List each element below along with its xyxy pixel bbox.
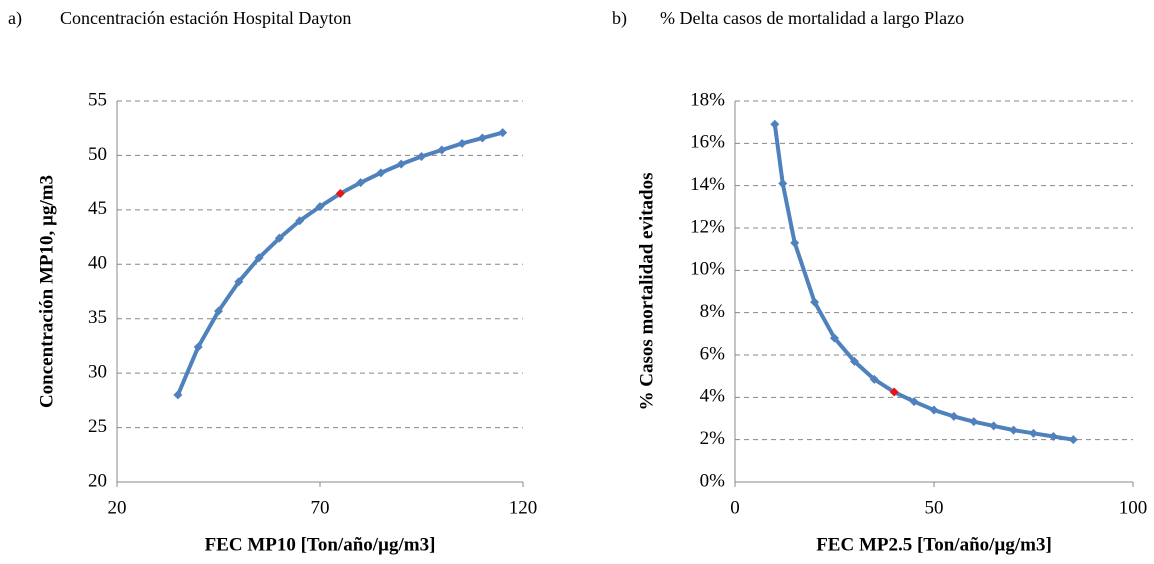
panel-label: a) [8, 8, 22, 29]
panel-label: b) [612, 8, 627, 29]
marker [1029, 428, 1038, 438]
marker [810, 297, 820, 307]
y-tick-label: 20 [88, 470, 107, 491]
marker [969, 417, 979, 427]
x-tick-label: 70 [311, 497, 330, 518]
y-tick-label: 35 [88, 307, 107, 328]
y-tick-label: 6% [700, 343, 726, 364]
marker [929, 405, 939, 415]
y-axis-label: % Casos mortalidad evitados [636, 172, 657, 410]
x-axis-label: FEC MP10 [Ton/año/µg/m3] [205, 534, 436, 555]
marker [295, 216, 305, 226]
marker [949, 411, 959, 421]
marker [778, 179, 788, 189]
marker [830, 333, 839, 343]
marker [396, 159, 406, 169]
marker [790, 238, 800, 248]
marker [274, 233, 284, 243]
marker [193, 342, 203, 352]
marker [477, 133, 487, 143]
x-axis-label: FEC MP2.5 [Ton/año/µg/m3] [816, 534, 1052, 555]
marker [909, 397, 919, 407]
chart-title: Concentración estación Hospital Dayton [60, 8, 351, 28]
x-tick-label: 50 [925, 497, 944, 518]
y-axis-label: Concentración MP10, µg/m3 [36, 175, 57, 408]
marker [376, 168, 386, 178]
y-tick-label: 10% [690, 259, 725, 280]
y-tick-label: 45 [88, 198, 107, 219]
y-tick-label: 18% [690, 89, 725, 110]
marker [498, 128, 508, 138]
marker [457, 138, 467, 148]
y-tick-label: 0% [700, 470, 726, 491]
marker [356, 178, 366, 188]
marker [437, 145, 447, 155]
y-tick-label: 4% [700, 386, 726, 407]
y-tick-label: 25 [88, 416, 107, 437]
y-tick-label: 40 [88, 253, 107, 274]
y-tick-label: 8% [700, 301, 726, 322]
y-tick-label: 12% [690, 216, 725, 237]
marker [869, 374, 879, 384]
marker [1068, 435, 1078, 445]
marker [214, 306, 223, 316]
marker [417, 152, 426, 162]
line [772, 124, 1074, 442]
y-tick-label: 55 [88, 89, 107, 110]
marker [173, 390, 183, 400]
marker [889, 387, 899, 397]
marker [770, 119, 780, 129]
line [176, 130, 504, 396]
x-tick-label: 0 [730, 497, 740, 518]
marker [254, 253, 264, 263]
marker [1009, 425, 1019, 435]
y-tick-label: 16% [690, 132, 725, 153]
x-tick-label: 120 [509, 497, 538, 518]
marker [335, 189, 345, 199]
y-tick-label: 30 [88, 362, 107, 383]
marker [315, 202, 325, 212]
marker [234, 277, 244, 287]
y-tick-label: 2% [700, 428, 726, 449]
x-tick-label: 100 [1119, 497, 1148, 518]
marker [1048, 431, 1058, 441]
y-tick-label: 14% [690, 174, 725, 195]
marker [849, 356, 859, 366]
chart-title: % Delta casos de mortalidad a largo Plaz… [660, 8, 964, 28]
y-tick-label: 50 [88, 144, 107, 165]
marker [989, 421, 999, 431]
x-tick-label: 20 [108, 497, 127, 518]
